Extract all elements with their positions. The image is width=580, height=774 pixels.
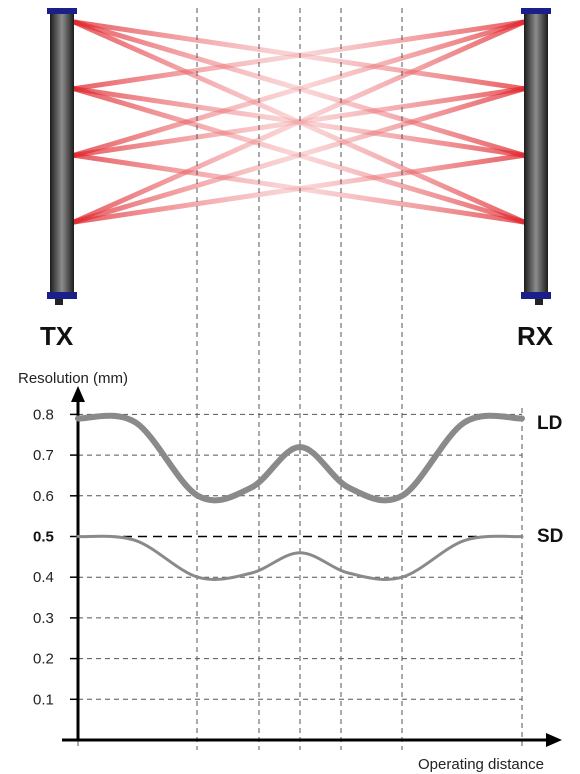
beam-ray: [71, 19, 527, 158]
series-line-sd: [76, 534, 524, 581]
beam-ray: [71, 19, 527, 92]
x-axis-arrow: [546, 733, 562, 747]
y-tick-label: 0.8: [33, 406, 54, 423]
tx-emitter-bar: [47, 8, 77, 305]
series-line-ld: [75, 412, 525, 504]
y-axis-label: Resolution (mm): [18, 370, 128, 387]
y-tick-label: 0.3: [33, 610, 54, 627]
x-axis-label: Operating distance: [418, 756, 544, 773]
sd-curve-label: SD: [537, 526, 563, 547]
ld-curve-label: LD: [537, 413, 562, 434]
resolution-curves: [75, 412, 525, 581]
vertical-guides: [77, 8, 523, 750]
tx-label: TX: [40, 321, 74, 351]
y-tick-label: 0.5: [33, 529, 54, 546]
y-tick-label: 0.7: [33, 447, 54, 464]
horizontal-gridlines: [70, 413, 522, 701]
y-tick-label: 0.1: [33, 691, 54, 708]
y-tick-label: 0.6: [33, 488, 54, 505]
beam-ray: [71, 86, 527, 225]
resolution-chart: Resolution (mm) 0.1 0.2 0.3 0.4 0.5 0.6 0.7 0.8…: [18, 370, 563, 773]
y-tick-label: 0.2: [33, 651, 54, 668]
beam-ray: [71, 152, 527, 225]
beam-ray: [71, 19, 527, 225]
beam-fan: [71, 19, 527, 225]
y-tick-label: 0.4: [33, 569, 54, 586]
y-tick-labels: 0.1 0.2 0.3 0.4 0.5 0.6 0.7 0.8: [33, 406, 54, 708]
rx-label: RX: [517, 321, 554, 351]
rx-receiver-bar: [521, 8, 551, 305]
y-axis-arrow: [71, 386, 85, 402]
